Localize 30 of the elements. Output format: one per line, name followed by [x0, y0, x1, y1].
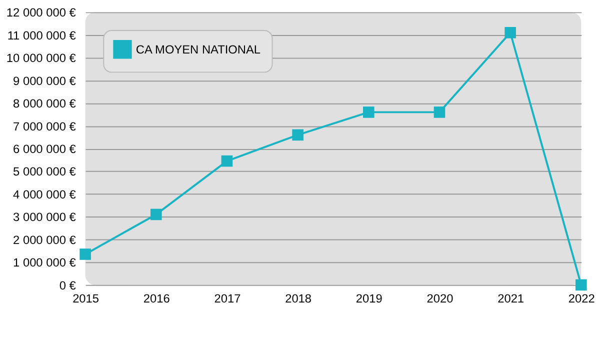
y-tick-label: 10 000 000 € — [6, 51, 76, 66]
legend-label: CA MOYEN NATIONAL — [136, 42, 261, 56]
x-tick-label: 2020 — [426, 291, 454, 306]
x-tick-label: 2018 — [285, 291, 312, 306]
y-tick-label: 0 € — [59, 278, 76, 292]
y-tick-label: 2 000 000 € — [13, 232, 76, 247]
point — [504, 26, 516, 38]
x-tick-label: 2015 — [72, 291, 100, 306]
point — [576, 279, 587, 291]
point — [150, 208, 162, 220]
point — [221, 155, 233, 167]
point — [434, 106, 446, 118]
y-tick-label: 5 000 000 € — [13, 164, 76, 179]
x-tick-label: 2019 — [356, 291, 383, 306]
point — [362, 106, 374, 118]
x-tick-label: 2021 — [498, 291, 524, 306]
y-tick-label: 11 000 000 € — [7, 28, 76, 42]
y-tick-label: 4 000 000 € — [13, 187, 76, 202]
point — [292, 129, 304, 141]
y-tick-label: 9 000 000 € — [13, 74, 76, 88]
point — [80, 248, 91, 260]
y-tick-label: 8 000 000 € — [13, 96, 76, 111]
y-tick-label: 7 000 000 € — [13, 119, 76, 134]
x-tick-label: 2017 — [214, 291, 242, 306]
y-tick-label: 1 000 000 € — [13, 256, 76, 270]
y-tick-label: 3 000 000 € — [13, 210, 76, 224]
x-tick-label: 2022 — [568, 291, 596, 306]
y-tick-label: 6 000 000 € — [13, 142, 76, 156]
x-tick-label: 2016 — [143, 291, 170, 306]
y-tick-label: 12 000 000 € — [6, 6, 76, 20]
